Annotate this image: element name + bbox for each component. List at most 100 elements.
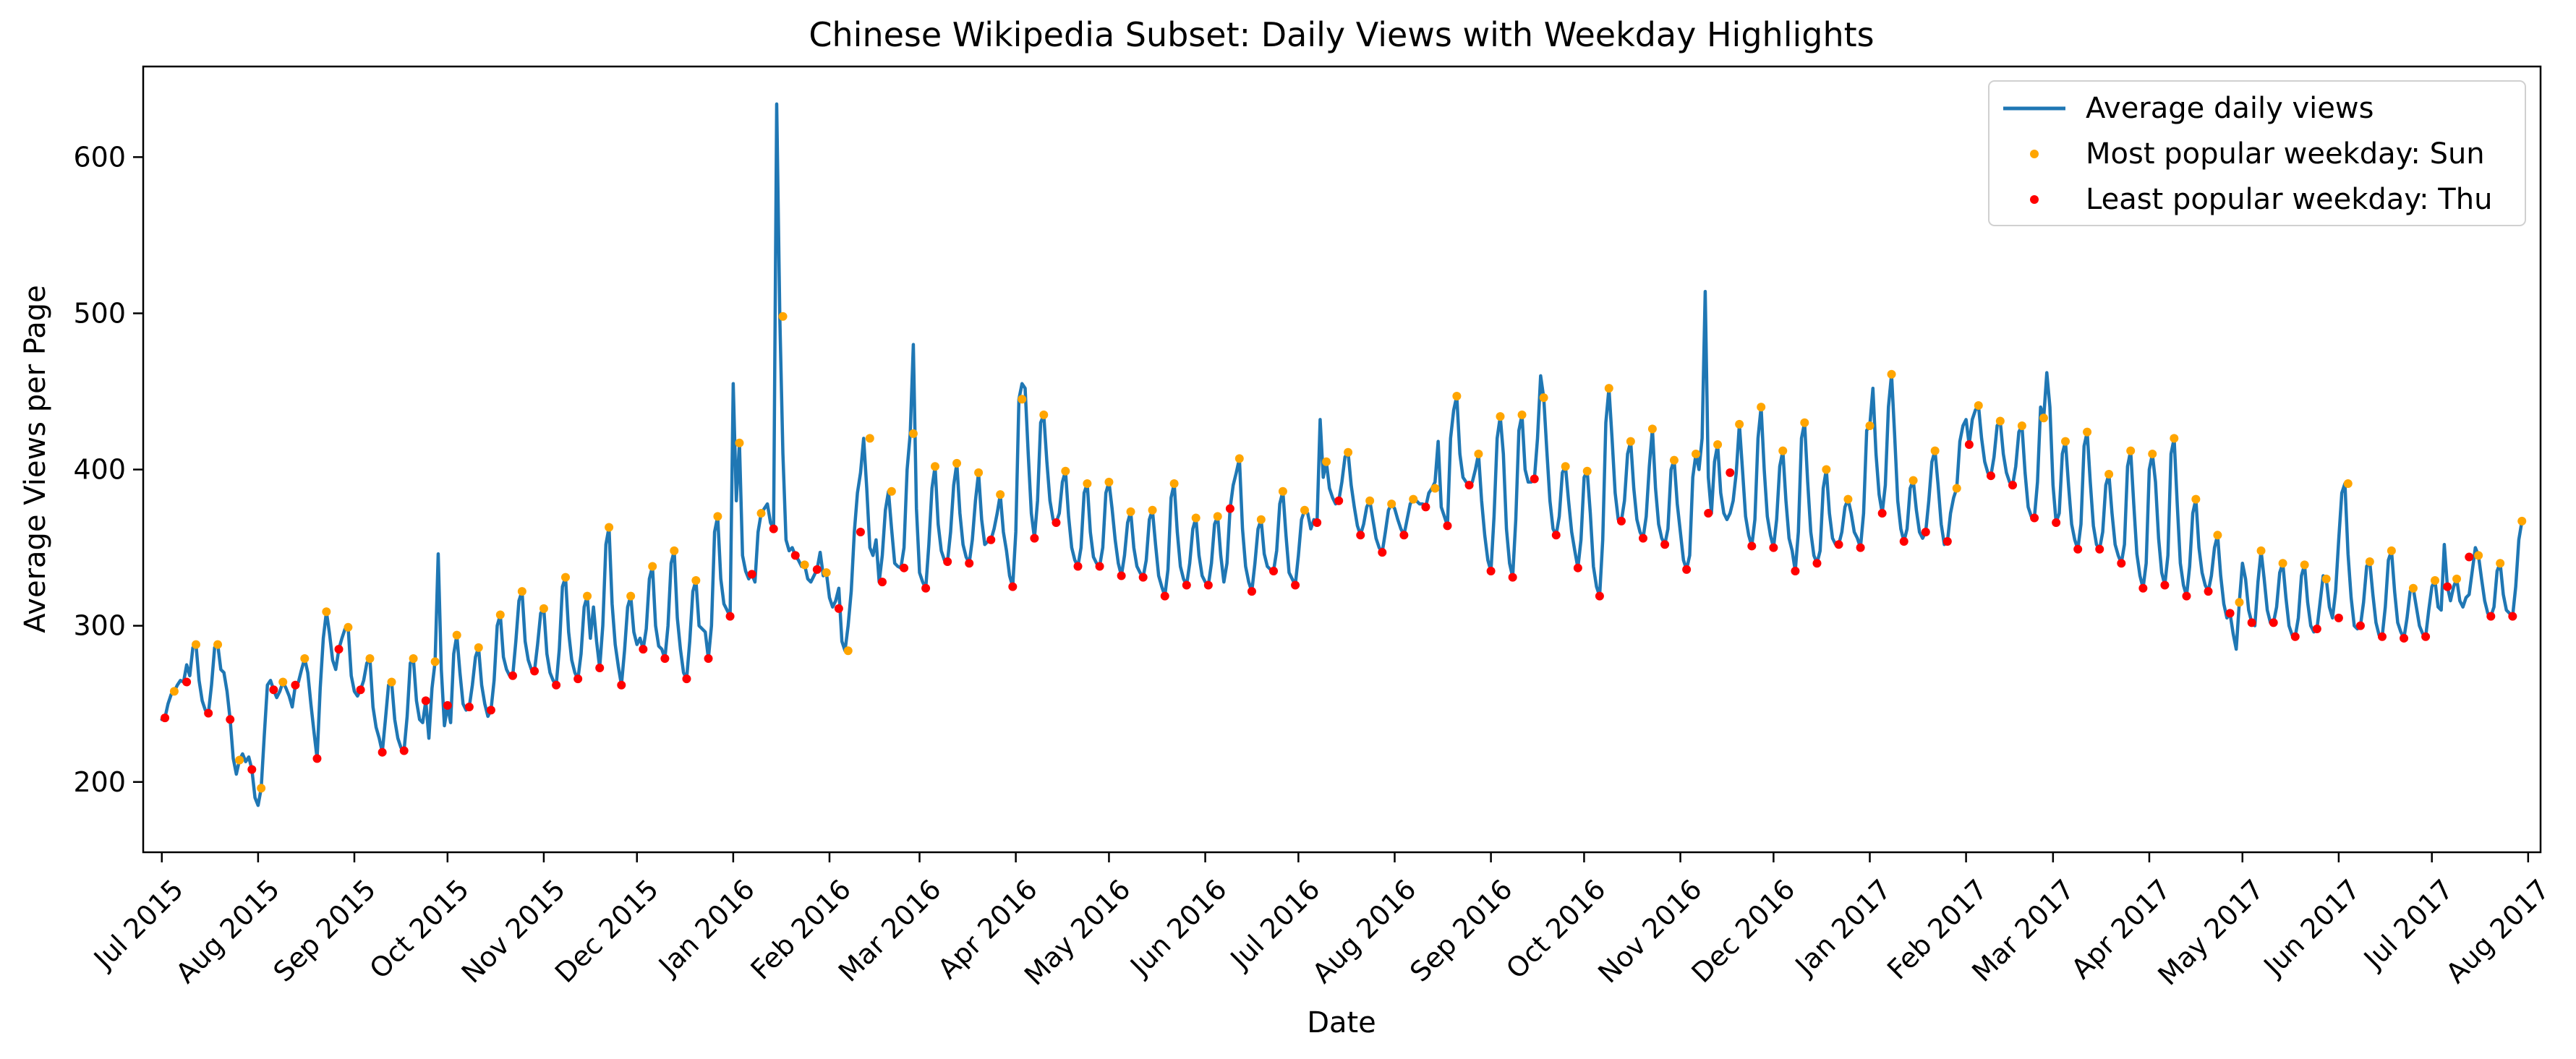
plot-area — [160, 102, 2527, 807]
thursday-marker — [356, 685, 365, 695]
sunday-markers — [169, 312, 2527, 793]
thursday-marker — [747, 570, 756, 579]
sunday-marker — [1061, 466, 1070, 476]
sunday-marker — [235, 755, 244, 765]
y-tick-label: 300 — [73, 610, 126, 642]
sunday-marker — [2365, 557, 2374, 567]
sunday-marker — [1692, 449, 1701, 458]
thursday-marker — [682, 674, 691, 684]
thursday-marker — [2182, 591, 2191, 601]
thursday-marker — [1682, 565, 1692, 574]
thursday-marker — [1530, 474, 1539, 484]
sunday-marker — [1735, 419, 1744, 429]
thursday-marker — [1921, 527, 1930, 536]
sunday-marker — [2017, 421, 2026, 431]
thursday-marker — [1269, 567, 1279, 576]
thursday-marker — [1030, 533, 1039, 543]
thursday-marker — [552, 680, 561, 690]
sunday-marker — [1409, 494, 1418, 504]
sunday-marker — [2235, 598, 2244, 607]
sunday-marker — [1148, 505, 1157, 515]
sunday-marker — [2278, 559, 2287, 568]
sunday-marker — [1561, 462, 1570, 471]
sunday-marker — [517, 587, 526, 596]
sunday-marker — [2148, 449, 2157, 458]
thursday-marker — [769, 524, 778, 533]
thursday-marker — [1464, 481, 1474, 490]
sunday-marker — [1322, 457, 1331, 466]
sunday-marker — [1800, 418, 1809, 427]
thursday-marker — [900, 563, 909, 573]
thursday-marker — [1356, 531, 1365, 540]
sunday-marker — [2104, 470, 2114, 479]
sunday-marker — [1126, 507, 1135, 516]
sunday-marker — [1582, 466, 1592, 476]
sunday-marker — [1974, 400, 1983, 410]
thursday-marker — [943, 557, 952, 567]
sunday-marker — [1300, 505, 1309, 515]
thursday-marker — [1877, 509, 1887, 518]
sunday-marker — [583, 591, 592, 601]
sunday-marker — [1778, 446, 1788, 455]
sunday-marker — [2517, 516, 2527, 526]
thursday-marker — [2486, 612, 2496, 621]
sunday-marker — [2387, 546, 2396, 555]
thursday-marker — [986, 535, 996, 544]
x-axis-title: Date — [1307, 1006, 1376, 1039]
sunday-marker — [2431, 575, 2439, 585]
thursday-marker — [2225, 609, 2235, 618]
sunday-marker — [278, 677, 288, 687]
thursday-marker — [725, 612, 735, 621]
sunday-marker — [908, 429, 918, 438]
legend-label-thu: Least popular weekday: Thu — [2086, 183, 2492, 216]
sunday-marker — [1626, 437, 1635, 446]
sunday-marker — [452, 630, 461, 640]
sunday-marker — [2191, 494, 2201, 504]
thursday-marker — [1095, 562, 1104, 571]
sunday-marker — [2170, 434, 2179, 443]
thursday-marker — [530, 666, 539, 676]
thursday-marker — [2247, 618, 2256, 627]
thursday-marker — [2138, 583, 2148, 593]
legend-label-avg: Average daily views — [2086, 92, 2374, 125]
thursday-marker — [204, 708, 213, 718]
thursday-marker — [965, 559, 974, 568]
sunday-marker — [430, 657, 440, 666]
thursday-marker — [508, 671, 517, 680]
thursday-marker — [1812, 559, 1822, 568]
sunday-marker — [1517, 410, 1527, 419]
sunday-marker — [1908, 476, 1918, 485]
sunday-marker — [2083, 427, 2092, 437]
thursday-marker — [2030, 513, 2039, 523]
thursday-marker — [790, 551, 800, 560]
thursday-marker — [1378, 548, 1387, 557]
sunday-marker — [605, 523, 614, 532]
sunday-marker — [2256, 546, 2266, 555]
sunday-marker — [2321, 574, 2331, 583]
sunday-marker — [2408, 583, 2418, 593]
thursday-marker — [639, 645, 648, 654]
thursday-marker — [1964, 440, 1974, 449]
sunday-marker — [539, 604, 548, 613]
sunday-marker — [1995, 416, 2005, 426]
sunday-marker — [1887, 369, 1896, 379]
thursday-marker — [378, 747, 387, 757]
thursday-marker — [2204, 587, 2213, 596]
sunday-marker — [1452, 391, 1462, 400]
sunday-marker — [495, 610, 505, 619]
sunday-marker — [1083, 479, 1092, 488]
legend-box — [1988, 80, 2526, 226]
sunday-marker — [626, 591, 636, 601]
sunday-marker — [387, 677, 396, 687]
sunday-marker — [1169, 479, 1179, 488]
thursday-marker — [1225, 504, 1234, 513]
sunday-marker — [648, 562, 657, 571]
legend-label-sun: Most popular weekday: Sun — [2086, 137, 2485, 171]
thursday-marker — [1399, 531, 1409, 540]
sunday-marker — [192, 640, 200, 649]
thursday-marker — [1747, 541, 1757, 551]
sunday-marker — [2126, 446, 2136, 455]
thursday-marker — [1421, 502, 1430, 512]
